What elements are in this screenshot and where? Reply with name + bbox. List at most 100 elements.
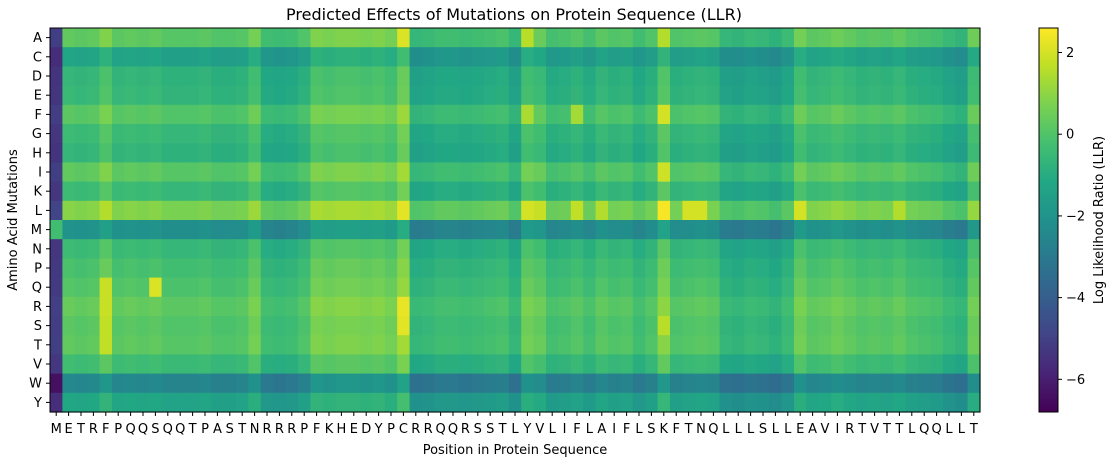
heatmap-cell [124, 373, 138, 394]
heatmap-cell [707, 66, 721, 87]
y-tick-label: R [33, 300, 42, 315]
heatmap-cell [211, 66, 225, 87]
y-tick-label: C [33, 50, 42, 65]
heatmap-cell [459, 143, 473, 163]
heatmap-cell [694, 373, 708, 394]
heatmap-cell [74, 296, 88, 317]
heatmap-cell [880, 335, 894, 355]
heatmap-cell [149, 296, 163, 317]
heatmap-cell [459, 354, 473, 375]
heatmap-cell [384, 239, 398, 259]
heatmap-cell [372, 258, 386, 279]
heatmap-cell [546, 239, 559, 259]
heatmap-cell [360, 104, 373, 125]
heatmap-cell [50, 354, 63, 375]
heatmap-cell [372, 277, 386, 298]
heatmap-cell [620, 143, 634, 163]
heatmap-cell [670, 104, 683, 125]
heatmap-cell [608, 239, 621, 259]
heatmap-cell [409, 392, 423, 413]
heatmap-cell [198, 220, 212, 240]
heatmap-cell [310, 373, 324, 394]
heatmap-cell [546, 335, 559, 355]
heatmap-cell [298, 200, 311, 221]
heatmap-cell [880, 392, 894, 413]
heatmap-cell [570, 258, 584, 279]
heatmap-cell [843, 200, 857, 221]
heatmap-cell [409, 28, 423, 48]
heatmap-cell [756, 220, 770, 240]
heatmap-cell [471, 335, 485, 355]
heatmap-cell [670, 258, 683, 279]
heatmap-cell [533, 143, 547, 163]
heatmap-cell [446, 316, 460, 336]
heatmap-cell [707, 239, 721, 259]
heatmap-cell [756, 162, 770, 183]
heatmap-cell [360, 200, 373, 221]
heatmap-cell [732, 85, 745, 106]
heatmap-cell [508, 162, 522, 183]
heatmap-cell [657, 373, 671, 394]
heatmap-cell [521, 104, 535, 125]
heatmap-cell [223, 373, 237, 394]
heatmap-cell [930, 335, 944, 355]
heatmap-cell [223, 124, 237, 144]
heatmap-cell [496, 239, 510, 259]
heatmap-cell [657, 124, 671, 144]
heatmap-cell [868, 335, 882, 355]
heatmap-cell [174, 143, 187, 163]
heatmap-cell [298, 220, 311, 240]
heatmap-cell [806, 47, 820, 67]
x-tick-label: R [424, 422, 433, 437]
heatmap-cell [322, 143, 336, 163]
heatmap-cell [558, 220, 572, 240]
heatmap-cell [583, 124, 597, 144]
heatmap-cell [880, 354, 894, 375]
heatmap-cell [918, 354, 931, 375]
heatmap-cell [818, 354, 832, 375]
heatmap-cell [558, 47, 572, 67]
heatmap-cell [99, 181, 113, 202]
heatmap-cell [583, 200, 597, 221]
heatmap-cell [409, 104, 423, 125]
heatmap-cell [136, 335, 150, 355]
heatmap-cell [546, 28, 559, 48]
colorbar-tick-label: 0 [1066, 128, 1074, 143]
heatmap-cell [967, 162, 981, 183]
heatmap-cell [211, 28, 225, 48]
heatmap-cell [484, 392, 497, 413]
heatmap-cell [558, 104, 572, 125]
heatmap-cell [285, 104, 299, 125]
heatmap-cell [74, 143, 88, 163]
heatmap-cell [508, 277, 522, 298]
heatmap-cell [198, 162, 212, 183]
heatmap-cell [446, 277, 460, 298]
heatmap-cell [521, 373, 535, 394]
y-tick-label: W [29, 377, 42, 392]
heatmap-cell [409, 200, 423, 221]
heatmap-cell [694, 47, 708, 67]
heatmap-cell [161, 66, 175, 87]
heatmap-cell [880, 373, 894, 394]
heatmap-cell [446, 85, 460, 106]
heatmap-cell [446, 335, 460, 355]
heatmap-cell [781, 28, 795, 48]
heatmap-cell [893, 66, 907, 87]
heatmap-cell [508, 124, 522, 144]
heatmap-cell [843, 392, 857, 413]
heatmap-cell [484, 200, 497, 221]
heatmap-cell [806, 239, 820, 259]
x-tick-label: Q [138, 422, 148, 437]
heatmap-cell [310, 47, 324, 67]
heatmap-cell [732, 354, 745, 375]
heatmap-cell [769, 85, 783, 106]
heatmap-cell [161, 239, 175, 259]
heatmap-cell [360, 124, 373, 144]
heatmap-cell [868, 316, 882, 336]
heatmap-cell [50, 200, 63, 221]
heatmap-cell [570, 200, 584, 221]
heatmap-cell [645, 239, 659, 259]
heatmap-cell [868, 143, 882, 163]
heatmap-cell [236, 28, 249, 48]
heatmap-cell [136, 296, 150, 317]
